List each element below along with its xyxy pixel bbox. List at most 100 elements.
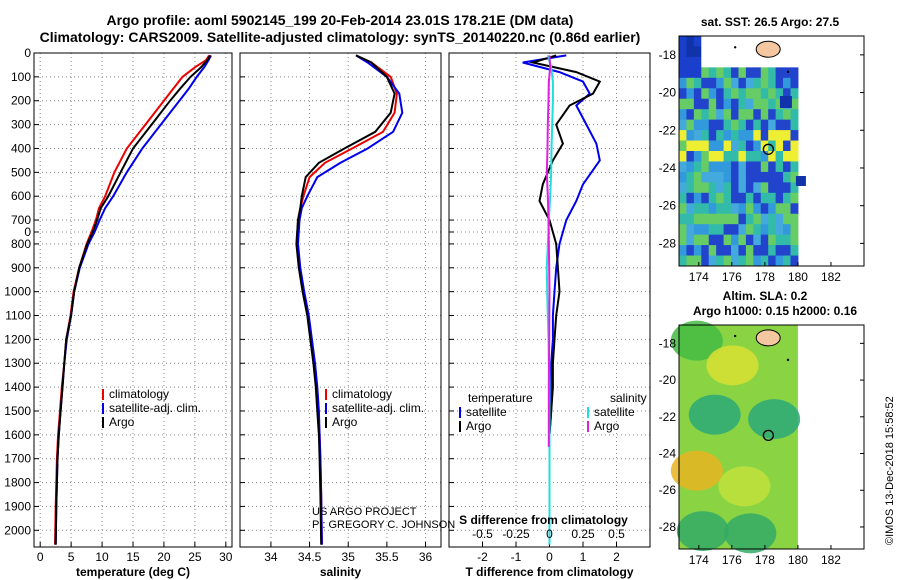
sst-cell [708,203,717,215]
sst-cell [768,171,777,183]
x-tick-label: 1 [580,550,587,564]
x-tick-label: -1 [511,550,522,564]
y-tick-label: -24 [659,161,677,175]
sst-cell [686,213,695,225]
sst-cell [701,67,710,79]
sst-cell [693,140,702,152]
sst-cell [679,182,687,194]
sst-cell [701,224,710,236]
sst-cell [775,234,784,246]
sst-cell [716,161,725,173]
sla-blob [670,320,723,361]
sst-cell [760,171,769,183]
temperature-panel: 0 5 10 15 20 25 30 temperature (deg C) 0 100 200 30… [4,46,233,579]
sst-map-panel: 174 176 178 180 182 -18 -20 -22 -24 -26 -28 sat. SS… [659,15,865,284]
sst-cell [716,224,725,236]
sst-cell [686,130,695,142]
sst-cell [745,88,754,100]
y-tick-label: 500 [11,165,31,179]
sst-cell [753,130,762,142]
sst-cell [753,140,762,152]
legend-label: Argo [466,419,492,433]
sst-cell [679,88,687,100]
sst-cell [760,56,769,68]
legend-label: satellite [594,405,635,419]
x-tick-label: 20 [157,550,171,564]
sst-cell [686,192,695,204]
sst-cell [790,46,799,58]
sst-cell [783,67,791,79]
sst-cell [693,234,702,246]
sst-cell [693,46,702,58]
sst-cell [716,151,725,162]
sst-cell [701,109,710,121]
sst-cell [783,161,791,173]
x-tick-label: 176 [722,270,742,284]
sst-cell [790,224,799,236]
top-tick-label: 0.5 [608,527,625,541]
sst-cell [693,109,702,121]
island-dot [733,334,737,338]
sst-cell [708,140,717,152]
sst-cell [775,119,784,131]
sst-cell [753,203,762,215]
sst-cell [783,182,791,194]
sst-cell [783,203,791,215]
sst-cell [693,182,702,194]
sst-cell [753,119,762,131]
sst-cell [731,88,739,100]
sst-cell [745,255,754,267]
sst-title: sat. SST: 26.5 Argo: 27.5 [701,15,840,29]
sst-cell [723,46,732,58]
sst-cell [731,255,739,267]
sst-cell [723,119,732,131]
sst-cell [701,140,710,152]
sst-cell [790,77,799,89]
sst-cell [760,109,769,121]
sst-cell [745,98,754,110]
sst-cell [783,130,791,142]
y-tick-label: -20 [659,86,677,100]
x-tick-label: 182 [821,553,841,567]
sst-cell [701,192,710,204]
sst-cell [716,77,725,89]
sst-cell [723,234,732,246]
x-tick-label: 178 [755,553,775,567]
sst-cell [723,88,732,100]
plot-frame [239,52,442,548]
sst-cell [708,56,717,68]
sst-cell [686,161,695,173]
sst-cell [679,224,687,236]
sst-cell [745,46,754,58]
sst-cell [753,182,762,194]
sst-cell [716,109,725,121]
sst-cell [790,161,799,173]
sst-cell [775,151,784,162]
sst-cell [738,161,747,173]
y-tick-label: -24 [659,447,677,461]
sst-cell [701,98,710,110]
sst-cell [708,46,717,58]
sst-cell [753,67,762,79]
sst-cell [768,213,777,225]
sst-cell [775,203,784,215]
map-frame [678,35,865,267]
sst-cell [745,140,754,152]
sst-cell [775,56,784,68]
sst-cell [783,140,791,152]
sst-cell [731,182,739,194]
y-tick-label: 2000 [4,523,31,537]
sst-cell [745,171,754,183]
sst-cell [790,56,799,68]
sst-cell [760,98,769,110]
sst-cell [760,151,769,162]
sst-cell [686,255,695,267]
sst-cell [753,192,762,204]
sst-cell [723,224,732,236]
top-axis-label: S difference from climatology [459,513,628,527]
sst-cell [716,119,725,131]
y-tick-label: -26 [659,199,677,213]
sst-cell [753,234,762,246]
sla-blob [748,399,801,440]
sst-cell [693,213,702,225]
